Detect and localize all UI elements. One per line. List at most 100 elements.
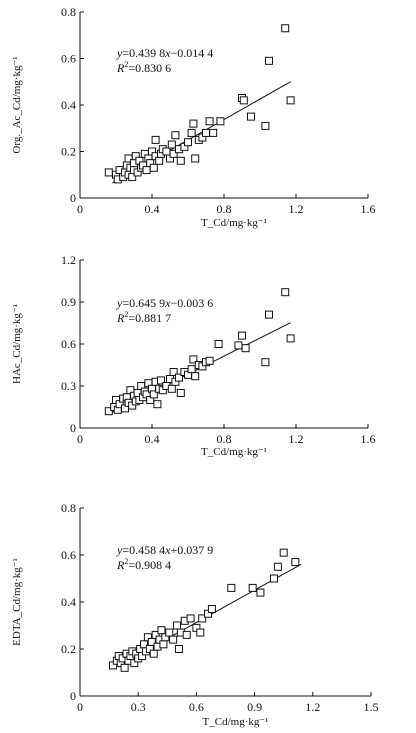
data-point — [205, 356, 214, 365]
data-point — [176, 389, 185, 397]
data-point — [167, 384, 176, 393]
data-point — [149, 163, 158, 172]
y-tick-label: 0.4 — [61, 595, 76, 609]
data-point — [207, 605, 216, 614]
data-point — [171, 131, 180, 140]
x-tick-label: 1.6 — [361, 202, 376, 216]
r-squared: R2=0.908 4 — [116, 557, 171, 572]
y-tick-label: 0.8 — [61, 5, 76, 19]
data-point — [187, 128, 196, 137]
data-point — [176, 156, 185, 165]
data-point — [159, 640, 168, 649]
data-point — [104, 407, 113, 416]
data-point — [155, 156, 164, 165]
data-point — [214, 340, 223, 348]
y-tick-label: 1.2 — [61, 253, 76, 267]
data-point — [142, 166, 151, 175]
data-point — [239, 96, 248, 105]
x-tick-label: 1.2 — [289, 432, 304, 446]
data-point — [157, 376, 165, 385]
chart-panel-1: 0 0.2 0.4 0.6 0.8 0 0.4 0.8 1.2 1.6 T_Cd/mg·kg⁻¹ Or… — [11, 5, 376, 229]
x-tick-label: 0.4 — [145, 202, 160, 216]
y-tick-label: 0.9 — [61, 295, 76, 309]
y-tick-label: 0.2 — [61, 145, 76, 159]
data-point — [241, 344, 250, 353]
x-tick-label: 0 — [77, 700, 83, 714]
x-tick-label: 0 — [77, 202, 83, 216]
y-tick-label: 0.3 — [61, 379, 76, 393]
data-point — [209, 128, 218, 137]
regression-equation: y=0.458 4x+0.037 9 — [116, 543, 213, 557]
y-tick-label: 0 — [70, 689, 76, 703]
x-tick-label: 1.5 — [364, 700, 379, 714]
y-tick-label: 0.6 — [61, 52, 76, 66]
data-point — [286, 96, 295, 105]
data-point — [291, 558, 300, 567]
x-tick-label: 0.9 — [247, 700, 262, 714]
x-tick-label: 0.3 — [131, 700, 146, 714]
data-point — [202, 128, 210, 137]
data-point — [184, 138, 192, 147]
y-tick-label: 0.6 — [61, 548, 76, 562]
data-point — [169, 635, 178, 644]
y-tick-label: 0.8 — [61, 501, 76, 515]
data-point — [162, 147, 171, 156]
x-axis-label: T_Cd/mg·kg⁻¹ — [201, 217, 267, 229]
data-point — [186, 614, 195, 623]
data-point — [247, 112, 255, 121]
data-point — [238, 331, 246, 340]
y-tick-label: 0.2 — [61, 642, 76, 656]
data-point — [151, 135, 160, 144]
data-point — [157, 626, 166, 635]
data-point — [256, 588, 265, 597]
x-tick-label: 0.8 — [217, 432, 232, 446]
data-point — [174, 645, 183, 653]
r-squared: R2=0.830 6 — [116, 60, 171, 75]
chart-panel-3: 0 0.2 0.4 0.6 0.8 0 0.3 0.6 0.9 1.2 1.5 T_Cd/mg·kg⁻… — [11, 501, 379, 728]
data-point — [216, 117, 225, 126]
y-tick-label: 0 — [70, 191, 76, 205]
data-point — [281, 288, 290, 297]
x-tick-label: 1.6 — [361, 432, 376, 446]
y-axis-label: Org._Ac_Cd/mg·kg⁻¹ — [11, 56, 23, 153]
data-point — [261, 358, 270, 367]
data-point — [189, 119, 198, 128]
data-point — [165, 628, 174, 637]
data-point — [198, 614, 207, 623]
data-point — [189, 355, 198, 364]
data-point — [279, 548, 288, 557]
data-point — [175, 373, 183, 382]
data-point — [169, 149, 178, 158]
data-point — [191, 154, 200, 163]
y-axis-label: EDTA_Cd/mg·kg⁻¹ — [11, 558, 23, 646]
data-point — [191, 372, 200, 381]
data-point — [167, 140, 176, 149]
x-tick-label: 0.4 — [145, 432, 160, 446]
data-point — [104, 168, 113, 177]
data-point — [281, 24, 290, 33]
data-point — [273, 562, 282, 571]
regression-equation: y=0.645 9x−0.003 6 — [116, 296, 213, 310]
data-point — [120, 663, 129, 672]
r-squared: R2=0.881 7 — [116, 310, 171, 325]
data-point — [234, 341, 243, 350]
data-point — [173, 621, 181, 630]
data-point — [270, 574, 278, 583]
x-tick-label: 0.6 — [189, 700, 204, 714]
data-point — [265, 56, 273, 65]
data-point — [149, 390, 158, 399]
chart-panel-2: 0 0.3 0.6 0.9 1.2 0 0.4 0.8 1.2 1.6 T_Cd/mg·kg⁻¹ HA… — [11, 253, 376, 458]
data-point — [169, 368, 178, 376]
data-point — [227, 583, 236, 592]
data-point — [187, 365, 196, 374]
y-tick-label: 0.6 — [61, 337, 76, 351]
x-tick-label: 0.8 — [217, 202, 232, 216]
x-axis-label: T_Cd/mg·kg⁻¹ — [203, 716, 269, 728]
data-point — [286, 334, 295, 343]
regression-equation: y=0.439 8x−0.014 4 — [116, 46, 213, 60]
data-point — [205, 117, 214, 126]
data-point — [248, 583, 257, 592]
y-axis-label: HAc_Cd/mg·kg⁻¹ — [11, 304, 23, 384]
data-point — [153, 400, 162, 409]
